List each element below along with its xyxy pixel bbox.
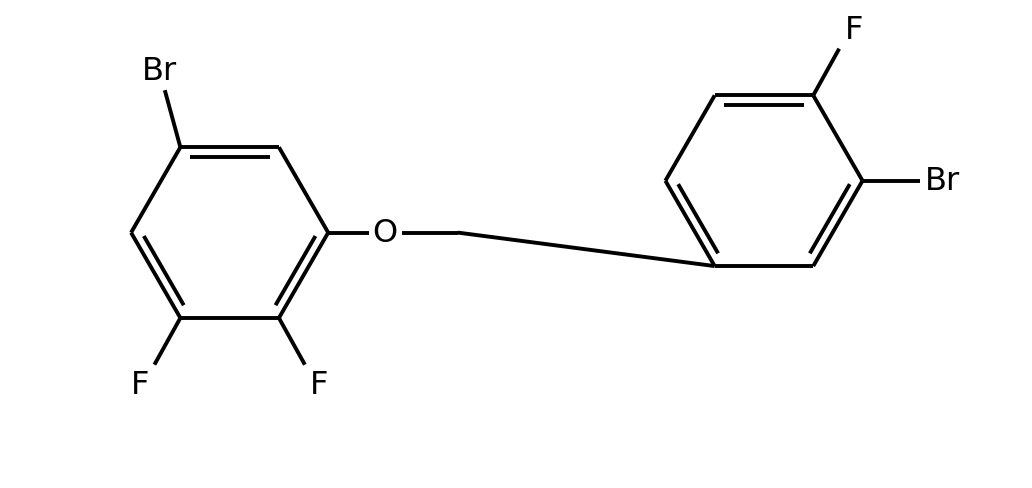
Text: Br: Br (925, 166, 960, 197)
Text: Br: Br (142, 56, 178, 87)
Text: O: O (373, 218, 397, 248)
Text: F: F (844, 15, 863, 45)
Text: F: F (131, 369, 150, 400)
Text: F: F (310, 369, 328, 400)
